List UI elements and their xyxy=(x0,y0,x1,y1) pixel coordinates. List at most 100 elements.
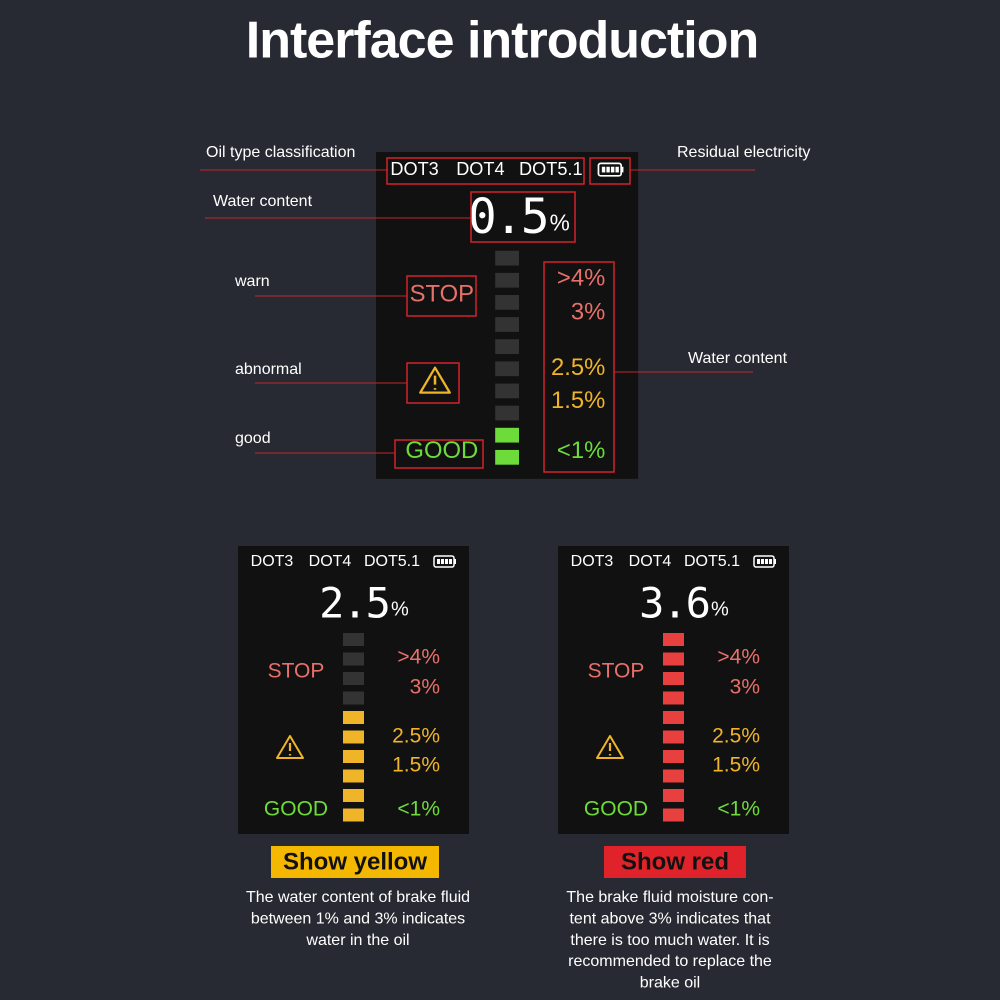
oil-type: DOT5.1 xyxy=(519,159,583,179)
level-segment xyxy=(495,295,520,310)
description-line: brake oil xyxy=(640,974,700,991)
callout-label: warn xyxy=(234,273,270,290)
level-segment xyxy=(495,405,520,421)
level-segment xyxy=(663,808,684,822)
reading-unit: % xyxy=(391,598,409,620)
level-segment xyxy=(495,339,520,355)
description-line: water in the oil xyxy=(305,932,409,949)
scale-label: 3% xyxy=(730,676,760,699)
callout-label: abnormal xyxy=(235,361,302,378)
level-segment xyxy=(663,652,684,666)
level-segment xyxy=(343,711,364,724)
caption-bg xyxy=(604,846,746,878)
callout-box xyxy=(589,157,631,185)
battery-bar xyxy=(761,559,764,564)
level-segment xyxy=(495,449,520,465)
triangle xyxy=(596,735,624,759)
battery-bar xyxy=(765,559,768,564)
battery-bar xyxy=(610,166,615,173)
display-panel: DOT3 DOT4 DOT5.1 2.5 % STOP GOOD >4% 3% 2.5% 1.5% <… xyxy=(238,546,469,834)
description-line: between 1% and 3% indicates xyxy=(251,911,465,928)
level-segment xyxy=(663,691,684,705)
scale-label: 1.5% xyxy=(551,387,605,414)
scale-label: 3% xyxy=(571,298,605,325)
battery-icon xyxy=(753,555,776,568)
level-segment xyxy=(343,672,364,685)
scale-label: 2.5% xyxy=(551,354,605,381)
status-good: GOOD xyxy=(405,437,478,464)
level-segment xyxy=(663,633,684,646)
status-good: GOOD xyxy=(264,798,328,821)
reading-unit: % xyxy=(550,210,570,236)
battery-bar xyxy=(769,559,772,564)
scale-label: 3% xyxy=(410,676,440,699)
display-panel: DOT3 DOT4 DOT5.1 0.5 % STOP GOOD >4% 3% 2.5% 1.5% <… xyxy=(376,152,639,479)
scale-label: 2.5% xyxy=(712,725,760,748)
battery-bar xyxy=(437,559,440,564)
reading-unit: % xyxy=(711,598,729,620)
example-red: Show red DOT3 DOT4 DOT5.1 3.6 % STOP GOOD >4% 3%… xyxy=(558,546,789,991)
callout-label: Residual electricity xyxy=(677,144,810,161)
battery-bar xyxy=(441,559,444,564)
oil-type: DOT4 xyxy=(629,553,672,570)
level-segment xyxy=(343,691,364,705)
battery-bar xyxy=(757,559,760,564)
battery-icon xyxy=(433,555,456,568)
battery-body xyxy=(597,162,623,177)
callout-box xyxy=(406,275,477,317)
description-line: tent above 3% indicates that xyxy=(569,911,771,928)
reading: 3.6 xyxy=(639,579,709,628)
scale-label: <1% xyxy=(397,798,440,821)
scale-label: >4% xyxy=(397,646,440,669)
battery-bar xyxy=(601,166,606,173)
level-segment xyxy=(495,383,520,399)
level-segment xyxy=(495,427,520,443)
level-segment xyxy=(343,769,364,783)
reading: 2.5 xyxy=(319,579,389,628)
battery-tip xyxy=(621,166,624,173)
level-segment xyxy=(495,272,520,288)
scale-label: >4% xyxy=(557,264,605,291)
screen xyxy=(558,546,789,834)
battery-bar xyxy=(606,166,610,173)
callout-box xyxy=(470,191,576,243)
description-line: recommended to replace the xyxy=(568,953,772,970)
oil-type: DOT5.1 xyxy=(684,553,740,570)
level-segment xyxy=(663,730,684,744)
status-stop: STOP xyxy=(410,280,474,307)
level-segment xyxy=(343,808,364,822)
battery-tip xyxy=(774,559,776,564)
oil-type: DOT4 xyxy=(456,159,504,179)
status-stop: STOP xyxy=(588,660,645,683)
scale-label: <1% xyxy=(557,437,605,464)
triangle xyxy=(276,735,304,759)
warning-icon xyxy=(276,735,304,759)
oil-type: DOT3 xyxy=(571,553,614,570)
level-segment xyxy=(495,250,520,266)
battery-bar xyxy=(615,166,619,173)
battery-tip xyxy=(454,559,456,564)
oil-type: DOT4 xyxy=(309,553,352,570)
status-stop: STOP xyxy=(268,660,325,683)
callout-box xyxy=(406,362,460,404)
caption: Show yellow xyxy=(283,848,427,875)
status-good: GOOD xyxy=(584,798,648,821)
level-segment xyxy=(495,361,520,377)
callout-label: Water content xyxy=(688,350,788,367)
warning-icon xyxy=(419,366,451,394)
screen xyxy=(238,546,469,834)
level-segment xyxy=(343,633,364,646)
level-segment xyxy=(343,750,364,763)
callout-box xyxy=(543,261,615,473)
scale-label: >4% xyxy=(717,646,760,669)
battery-bar xyxy=(445,559,448,564)
scale-label: 2.5% xyxy=(392,725,440,748)
battery-icon xyxy=(597,162,624,177)
level-segment xyxy=(495,317,520,332)
callout-box xyxy=(386,157,585,185)
description-line: there is too much water. It is xyxy=(570,932,769,949)
level-segment xyxy=(663,672,684,685)
level-segment xyxy=(343,789,364,802)
level-segment xyxy=(663,750,684,763)
